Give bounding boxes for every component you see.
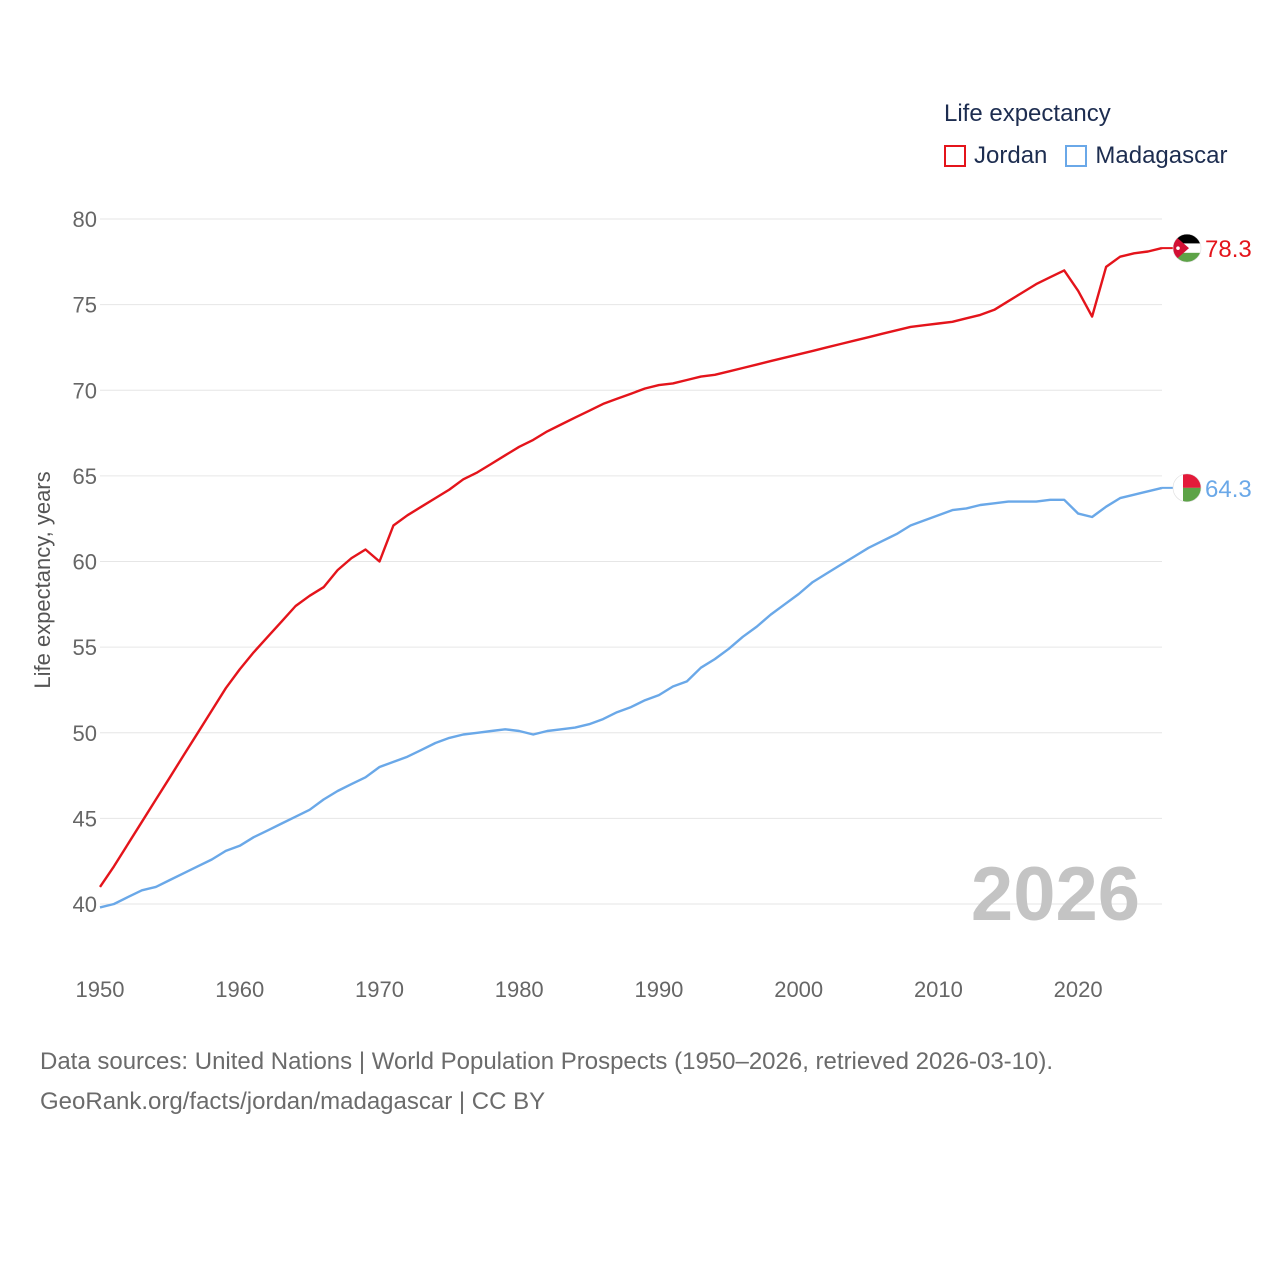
x-tick-1980: 1980 <box>495 977 544 1002</box>
series-group <box>99 246 1163 909</box>
legend-item-madagascar[interactable]: Madagascar <box>1065 142 1227 170</box>
x-tick-1970: 1970 <box>355 977 404 1002</box>
data-source: Data sources: United Nations | World Pop… <box>40 1042 1053 1122</box>
series-line-jordan[interactable] <box>99 246 1163 888</box>
end-value-jordan: 78.3 <box>1205 236 1252 263</box>
y-tick-65: 65 <box>73 464 97 489</box>
year-label: 2026 <box>971 852 1140 937</box>
source-line: Data sources: United Nations | World Pop… <box>40 1048 1054 1075</box>
y-tick-55: 55 <box>73 635 97 660</box>
y-tick-80: 80 <box>73 207 97 232</box>
legend-label-madagascar: Madagascar <box>1095 142 1228 169</box>
y-tick-45: 45 <box>73 806 97 831</box>
series-line-madagascar[interactable] <box>99 486 1163 909</box>
x-tick-2010: 2010 <box>914 977 963 1002</box>
x-tick-1990: 1990 <box>634 977 683 1002</box>
grid <box>100 218 1162 905</box>
y-tick-60: 60 <box>73 550 97 575</box>
jordan-flag-icon <box>1172 233 1202 263</box>
x-tick-2000: 2000 <box>774 977 823 1002</box>
legend-swatch-madagascar <box>1065 145 1088 167</box>
line-chart: 40 45 50 55 60 65 70 75 80 1950 1960 1970 1980 1990 2… <box>30 207 1252 1002</box>
legend-title: Life expectancy <box>944 100 1111 127</box>
legend-swatch-jordan <box>944 145 966 167</box>
legend: Jordan Madagascar <box>944 142 1245 170</box>
madagascar-flag-icon <box>1172 473 1202 503</box>
y-axis: 40 45 50 55 60 65 70 75 80 <box>73 207 97 917</box>
end-value-madagascar: 64.3 <box>1205 476 1252 503</box>
x-tick-2020: 2020 <box>1054 977 1103 1002</box>
y-axis-label: Life expectancy, years <box>30 471 55 688</box>
end-markers: 78.3 64.3 <box>1162 233 1252 503</box>
url-line[interactable]: GeoRank.org/facts/jordan/madagascar | CC… <box>40 1088 546 1115</box>
legend-label-jordan: Jordan <box>974 142 1048 169</box>
x-tick-1950: 1950 <box>76 977 125 1002</box>
y-tick-40: 40 <box>73 892 97 917</box>
x-axis: 1950 1960 1970 1980 1990 2000 2010 2020 <box>76 977 1103 1002</box>
y-tick-50: 50 <box>73 721 97 746</box>
y-tick-70: 70 <box>73 378 97 403</box>
legend-item-jordan[interactable]: Jordan <box>944 142 1047 170</box>
x-tick-1960: 1960 <box>215 977 264 1002</box>
y-tick-75: 75 <box>73 293 97 318</box>
